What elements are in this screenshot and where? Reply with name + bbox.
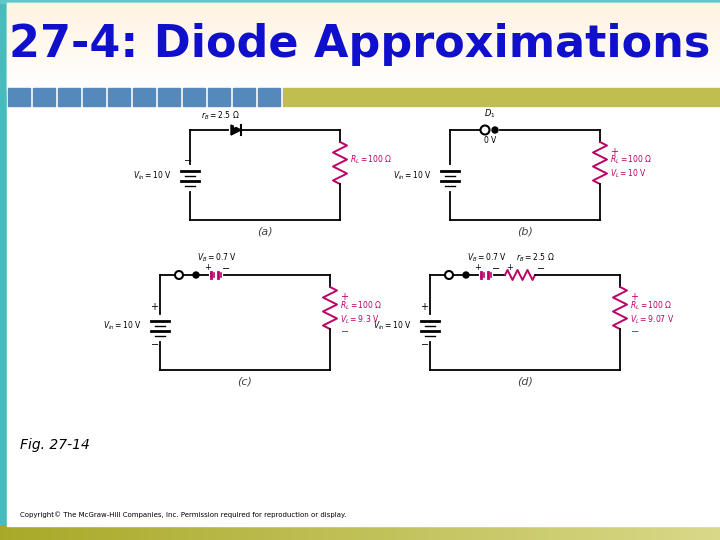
Text: $+$: $+$: [204, 262, 212, 272]
Bar: [58, 88, 80, 106]
Text: $R_L = 100\ \Omega$: $R_L = 100\ \Omega$: [340, 299, 382, 312]
Text: $V_{in} = 10\ \mathrm{V}$: $V_{in} = 10\ \mathrm{V}$: [133, 169, 172, 181]
Text: $V_B = 0.7\ \mathrm{V}$: $V_B = 0.7\ \mathrm{V}$: [197, 252, 237, 265]
Circle shape: [463, 272, 469, 278]
Text: $-$: $-$: [222, 262, 230, 272]
Text: $+$: $+$: [150, 301, 160, 312]
Text: $V_{in} = 10\ \mathrm{V}$: $V_{in} = 10\ \mathrm{V}$: [103, 319, 142, 332]
Text: (b): (b): [517, 226, 533, 236]
Bar: [158, 88, 180, 106]
Text: $-$: $-$: [340, 325, 349, 335]
Text: $+$: $+$: [630, 291, 639, 302]
Text: $-$: $-$: [630, 325, 639, 335]
Text: $-$: $-$: [150, 338, 160, 348]
Text: $V_L = 9.3\ \mathrm{V}$: $V_L = 9.3\ \mathrm{V}$: [340, 313, 379, 326]
Bar: [8, 88, 30, 106]
Bar: [108, 88, 130, 106]
Text: $R_L = 100\ \Omega$: $R_L = 100\ \Omega$: [630, 299, 672, 312]
Text: $R_L = 100\ \Omega$: $R_L = 100\ \Omega$: [610, 154, 652, 166]
Text: Fig. 27-14: Fig. 27-14: [20, 438, 90, 452]
Text: $D_1$: $D_1$: [485, 108, 496, 120]
Text: $+$: $+$: [340, 291, 349, 302]
Bar: [83, 88, 105, 106]
Text: $R_L = 100\ \Omega$: $R_L = 100\ \Omega$: [350, 154, 392, 166]
Text: $-$: $-$: [420, 338, 430, 348]
Bar: [183, 88, 205, 106]
Text: $V_L = 9.07\ \mathrm{V}$: $V_L = 9.07\ \mathrm{V}$: [630, 313, 675, 326]
Text: 27-4: Diode Approximations: 27-4: Diode Approximations: [9, 24, 711, 66]
Text: $V_{in} = 10\ \mathrm{V}$: $V_{in} = 10\ \mathrm{V}$: [393, 169, 432, 181]
Text: $V_{in} = 10\ \mathrm{V}$: $V_{in} = 10\ \mathrm{V}$: [373, 319, 412, 332]
Text: $-$: $-$: [492, 262, 500, 272]
Text: $-$: $-$: [184, 154, 192, 164]
Text: $r_B = 2.5\ \Omega$: $r_B = 2.5\ \Omega$: [201, 110, 239, 123]
Text: $-$: $-$: [536, 262, 545, 272]
Text: $+$: $+$: [506, 262, 514, 272]
Text: $V_L = 10\ \mathrm{V}$: $V_L = 10\ \mathrm{V}$: [610, 168, 647, 180]
Text: (d): (d): [517, 376, 533, 386]
Bar: [208, 88, 230, 106]
Circle shape: [492, 127, 498, 133]
Bar: [233, 88, 255, 106]
Text: $0\ \mathrm{V}$: $0\ \mathrm{V}$: [482, 134, 498, 145]
Circle shape: [193, 272, 199, 278]
Bar: [133, 88, 155, 106]
Text: $r_B = 2.5\ \Omega$: $r_B = 2.5\ \Omega$: [516, 252, 554, 265]
Text: $+$: $+$: [474, 262, 482, 272]
Text: $\blacktriangleright$: $\blacktriangleright$: [233, 122, 240, 130]
Text: Copyright© The McGraw-Hill Companies, Inc. Permission required for reproduction : Copyright© The McGraw-Hill Companies, In…: [20, 512, 346, 518]
Bar: [258, 88, 280, 106]
Text: (c): (c): [238, 376, 253, 386]
Bar: [33, 88, 55, 106]
Polygon shape: [231, 125, 241, 135]
Text: $+$: $+$: [420, 301, 430, 312]
Text: $V_B = 0.7\ \mathrm{V}$: $V_B = 0.7\ \mathrm{V}$: [467, 252, 507, 265]
Text: (a): (a): [257, 226, 273, 236]
Text: $+$: $+$: [610, 146, 619, 157]
